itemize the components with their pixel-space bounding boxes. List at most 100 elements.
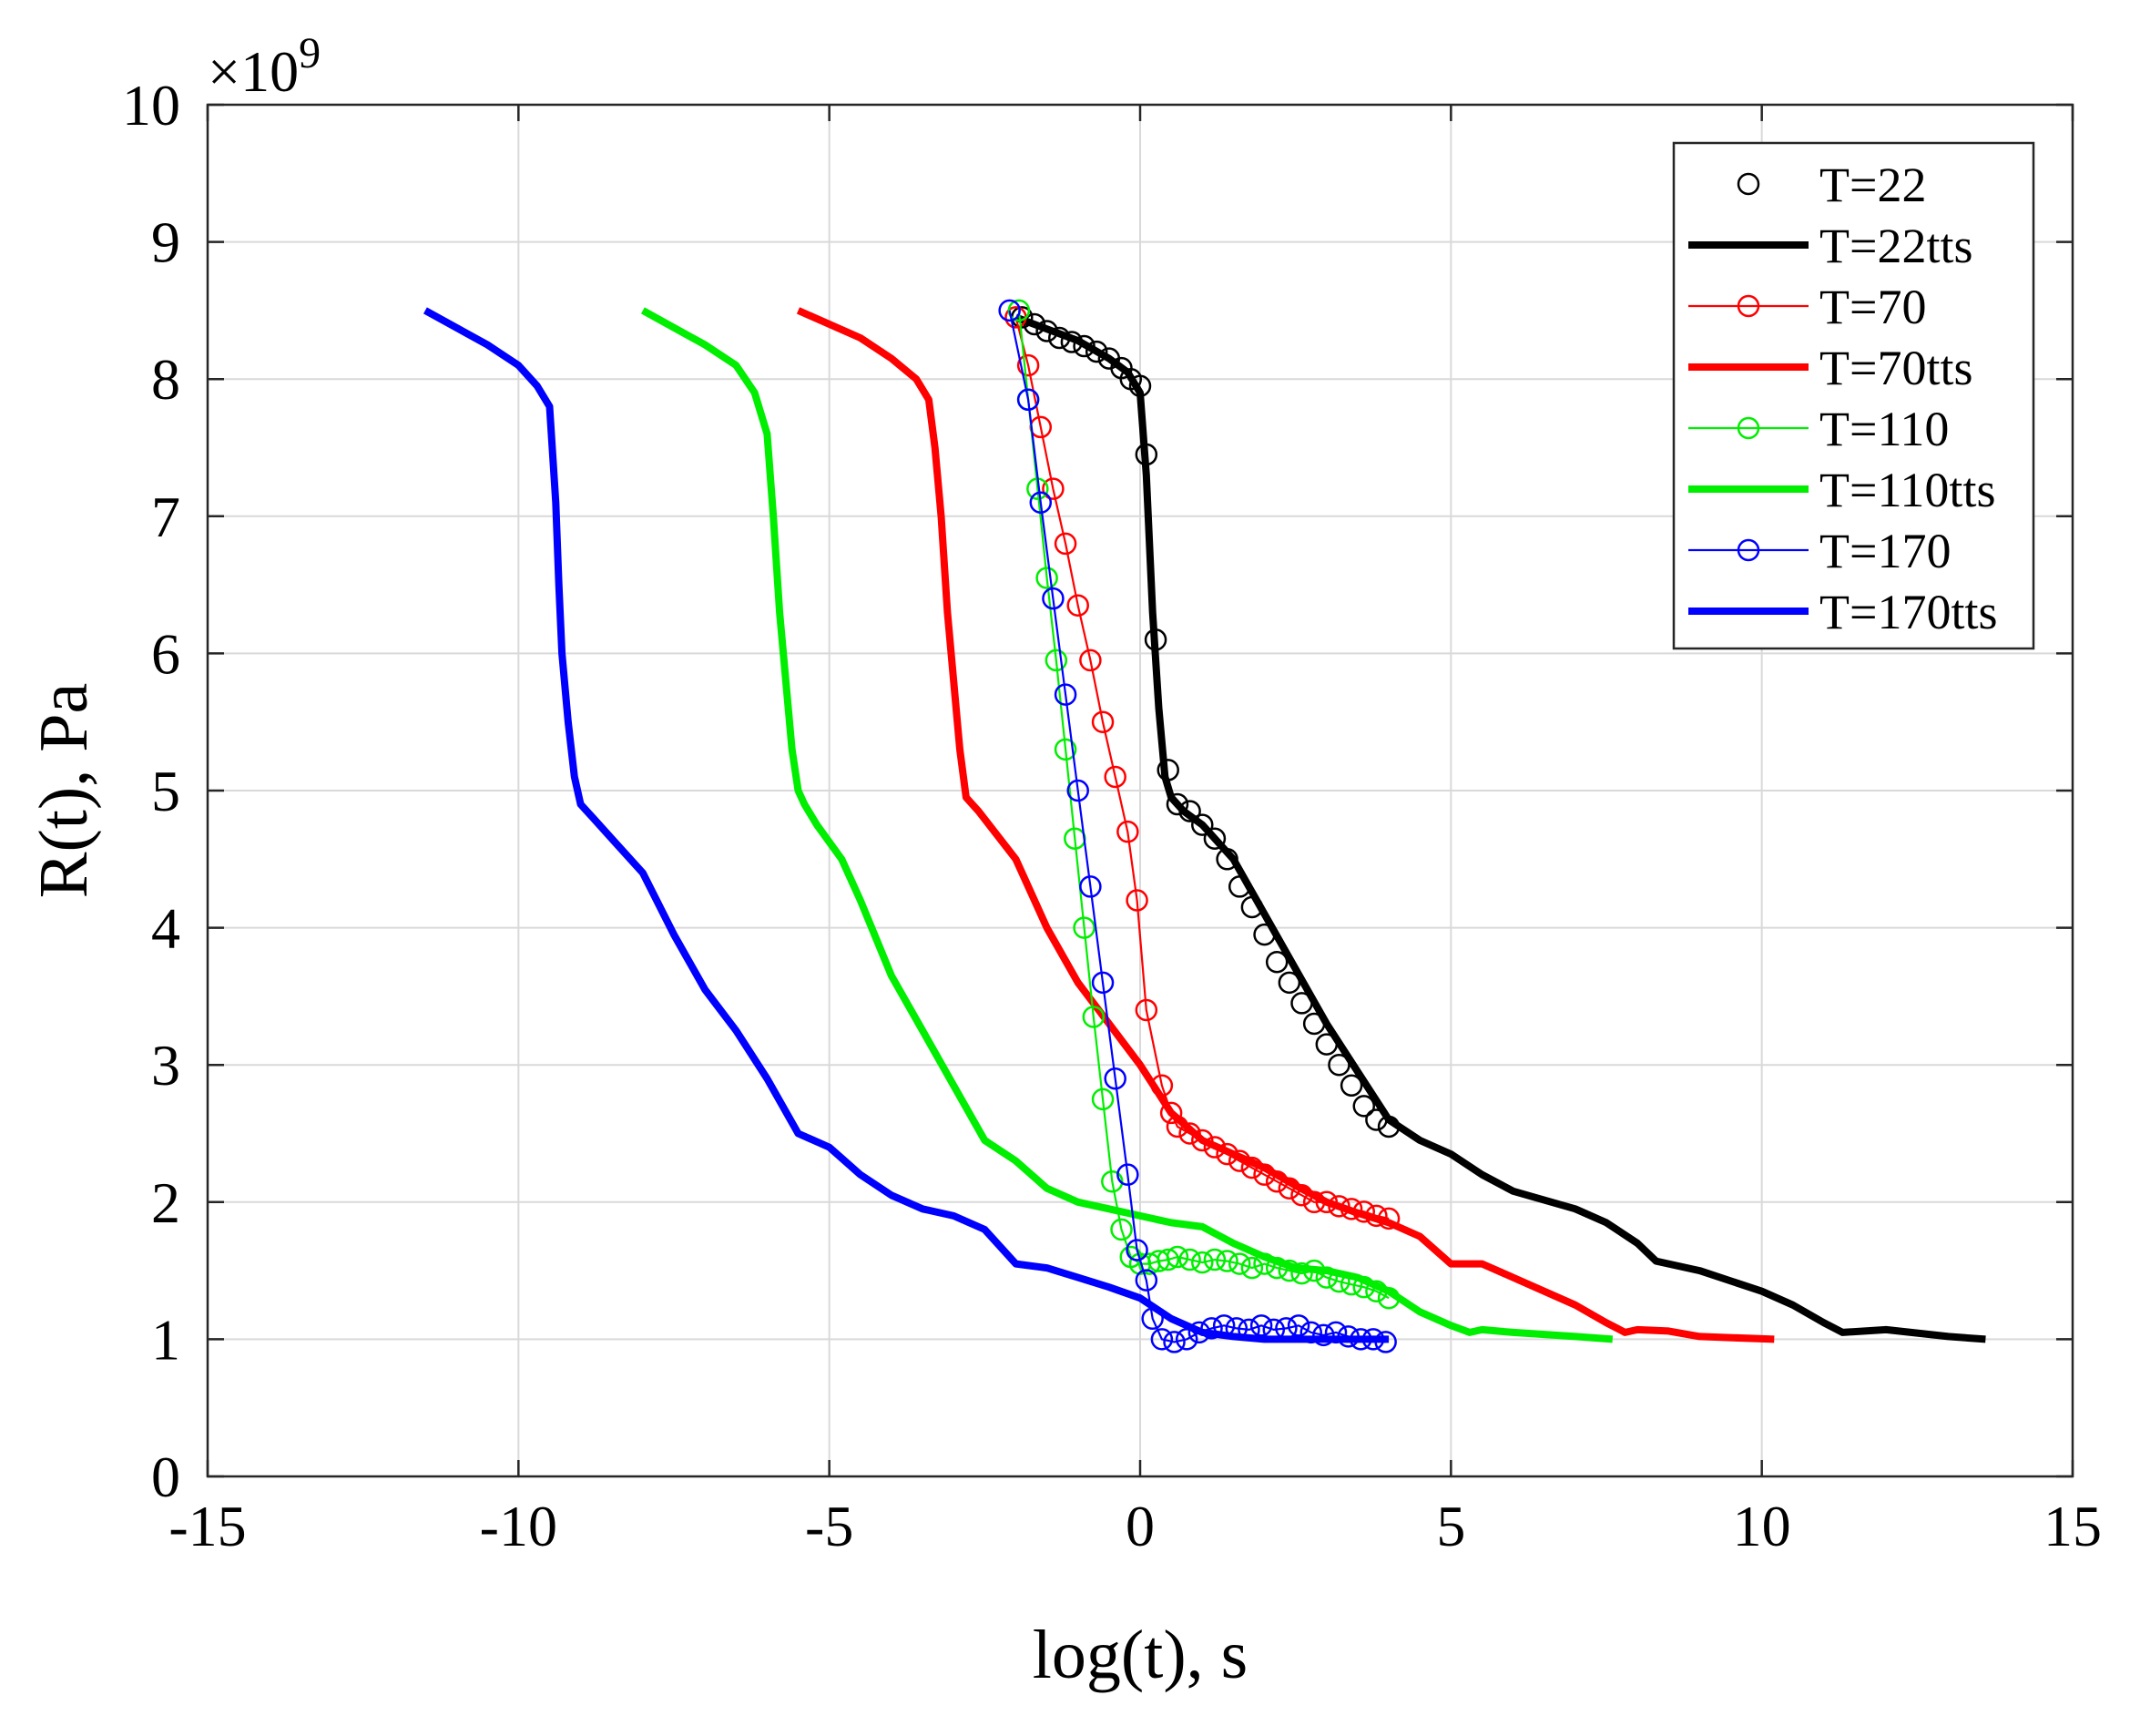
data-point (1016, 353, 1040, 377)
legend-label: T=170 (1819, 524, 1951, 578)
legend-label: T=70tts (1819, 341, 1972, 395)
data-point (1116, 820, 1139, 843)
data-point (1079, 648, 1102, 672)
data-point (1101, 1169, 1124, 1193)
legend-entry: T=110 (1688, 402, 1949, 456)
data-point (1287, 1314, 1310, 1337)
x-tick-label: -10 (480, 1494, 557, 1558)
data-point (1135, 998, 1158, 1022)
data-point (1163, 1331, 1186, 1353)
series-T=170 (998, 299, 1397, 1353)
y-exponent-label: ×109 (208, 29, 321, 104)
data-point (1265, 951, 1289, 974)
ticks: -15 -10 -5 0 5 10 15 0 1 2 3 4 5 6 7 8 9 10 (122, 73, 2102, 1558)
data-point (1091, 1088, 1115, 1111)
series-line (423, 307, 1390, 1343)
y-tick-label: 5 (151, 759, 180, 823)
y-tick-label: 9 (151, 210, 180, 275)
data-point (1340, 1074, 1363, 1098)
data-point (1228, 1252, 1251, 1275)
legend: T=22 T=22tts T=70 T=70tts T=110 T=110tts T=170… (1672, 141, 2035, 650)
legend-label: T=170tts (1819, 585, 1997, 639)
data-point (1091, 971, 1115, 995)
data-point (1157, 1248, 1179, 1271)
legend-label: T=22 (1819, 158, 1926, 212)
data-point (1066, 594, 1089, 617)
data-point (1116, 1163, 1139, 1186)
series-line (796, 307, 1775, 1343)
legend-entry: T=70tts (1688, 341, 1972, 395)
data-point (1166, 792, 1189, 816)
data-point (1035, 567, 1058, 589)
y-tick-label: 3 (151, 1033, 180, 1098)
x-axis-label: log(t), s (1033, 1617, 1248, 1693)
legend-label: T=110 (1819, 402, 1949, 456)
data-point (1079, 875, 1102, 898)
data-point (1290, 1261, 1313, 1285)
x-tick-label: 10 (1733, 1494, 1791, 1558)
data-point (1082, 1006, 1106, 1028)
legend-label: T=70 (1819, 280, 1926, 334)
legend-marker-swatch (1737, 416, 1760, 440)
data-point (1016, 388, 1040, 412)
y-tick-label: 7 (151, 485, 180, 549)
series-T=110 (1007, 299, 1401, 1310)
y-tick-label: 4 (151, 896, 180, 961)
data-point (1029, 491, 1053, 514)
series-T=70tts (796, 307, 1775, 1343)
data-point (1240, 1256, 1264, 1280)
data-point (1191, 1251, 1214, 1274)
y-tick-label: 10 (122, 73, 180, 138)
data-point (1312, 1323, 1335, 1347)
series-T=170tts (423, 307, 1390, 1343)
x-tick-label: -15 (168, 1494, 246, 1558)
data-point (1216, 1250, 1238, 1272)
data-point (1159, 1101, 1183, 1125)
series-line (640, 307, 1614, 1343)
data-point (1191, 813, 1214, 836)
y-tick-label: 2 (151, 1170, 180, 1235)
data-point (998, 299, 1021, 322)
legend-entry: T=70 (1688, 280, 1926, 334)
data-point (1042, 477, 1065, 500)
data-point (1126, 889, 1148, 912)
data-point (1166, 1245, 1189, 1269)
y-tick-label: 6 (151, 621, 180, 686)
y-tick-label: 8 (151, 347, 180, 412)
legend-marker-swatch (1737, 538, 1760, 562)
x-tick-label: 15 (2043, 1494, 2102, 1558)
series-T=22tts (1014, 313, 1986, 1343)
data-point (1352, 1095, 1376, 1118)
data-point (1150, 1328, 1174, 1351)
y-exponent-power: 9 (299, 29, 321, 77)
legend-entry: T=110tts (1688, 463, 1995, 517)
data-point (1135, 1269, 1158, 1292)
data-point (1054, 738, 1077, 761)
data-point (1178, 1248, 1201, 1271)
legend-marker-swatch (1737, 294, 1760, 318)
data-point (1045, 648, 1068, 672)
data-point (1191, 1128, 1214, 1152)
x-tick-label: 5 (1436, 1494, 1465, 1558)
y-tick-label: 1 (151, 1307, 180, 1372)
data-point (1091, 710, 1115, 733)
data-point (1104, 765, 1126, 789)
legend-entry: T=22tts (1688, 219, 1972, 273)
data-point (1085, 340, 1108, 363)
data-point (1203, 1248, 1227, 1271)
data-point (1054, 683, 1077, 706)
legend-marker-swatch (1737, 172, 1760, 196)
legend-entry: T=22 (1737, 158, 1926, 212)
series-T=110tts (640, 307, 1614, 1343)
data-point (1042, 587, 1065, 610)
data-point (1073, 916, 1096, 939)
legend-label: T=110tts (1819, 463, 1995, 517)
data-point (1126, 1239, 1148, 1261)
y-exponent-base: ×10 (208, 39, 299, 104)
data-point (1104, 1067, 1126, 1090)
data-point (1110, 1218, 1133, 1241)
data-point (1066, 779, 1089, 802)
y-tick-label: 0 (151, 1445, 180, 1509)
legend-entry: T=170tts (1688, 585, 1997, 639)
